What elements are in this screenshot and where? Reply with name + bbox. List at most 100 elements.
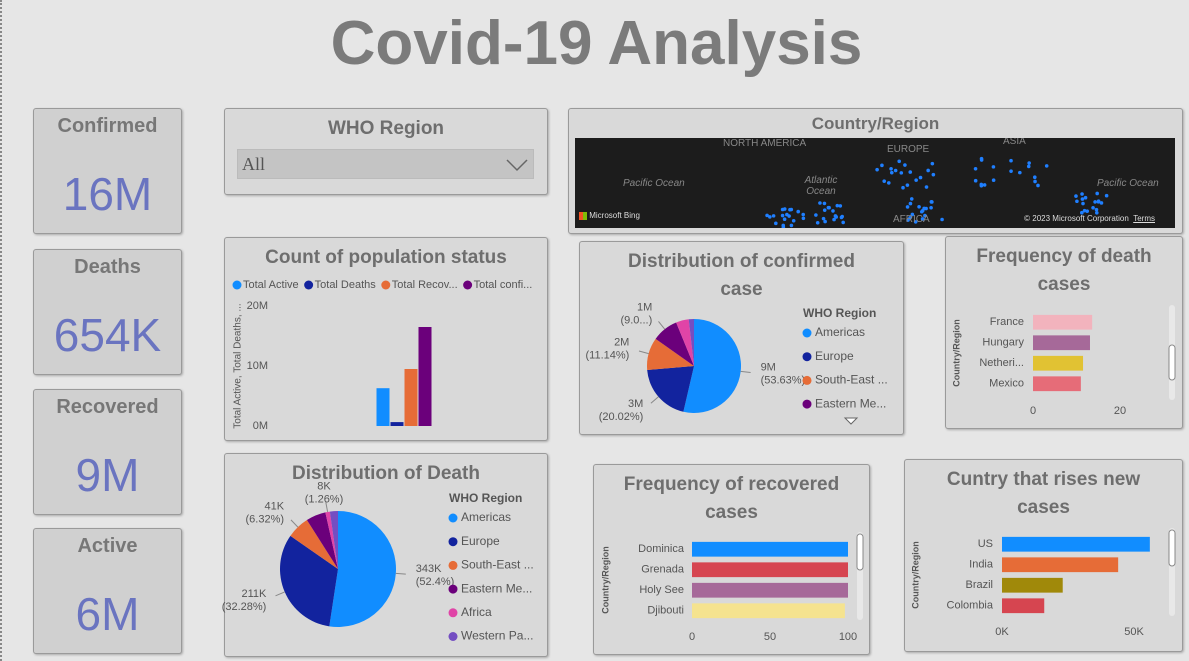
map-label: ASIA (1003, 138, 1026, 147)
map-dot (931, 172, 936, 177)
map-dot (1082, 208, 1087, 213)
map-dot (973, 166, 978, 171)
map-dot (801, 216, 806, 221)
kpi-value: 16M (62, 168, 153, 220)
map-dot (920, 217, 925, 221)
map-dot (917, 204, 921, 209)
map-dot (926, 168, 930, 173)
map-dot (827, 205, 831, 210)
map-dot (908, 201, 913, 206)
kpi-value: 9M (75, 449, 140, 501)
map-dot (979, 158, 984, 162)
kpi-label: Confirmed (57, 115, 158, 137)
map-panel: Country/Region NORTH AMERICA EUROPE ASIA… (568, 108, 1183, 234)
map-title: Country/Region (811, 114, 940, 133)
map[interactable]: NORTH AMERICA EUROPE ASIA Pacific Ocean … (575, 138, 1175, 228)
map-dot (814, 213, 818, 217)
map-dot (901, 185, 905, 190)
kpi-card: Deaths 654K (33, 249, 182, 375)
map-dot (1026, 164, 1031, 169)
map-dot (789, 223, 794, 228)
map-dot (841, 220, 845, 225)
kpi-value: 654K (53, 309, 162, 361)
map-dot (940, 217, 944, 222)
map-dot (780, 213, 785, 218)
map-dot (929, 200, 934, 204)
map-dot (1080, 210, 1084, 215)
map-dot (818, 201, 822, 205)
map-dot (889, 170, 894, 175)
map-dot (929, 205, 933, 210)
page-title: Covid-19 Analysis (330, 9, 863, 78)
map-dot (815, 221, 820, 225)
map-dots (765, 156, 1109, 228)
map-dot (1009, 169, 1013, 173)
map-label: Pacific Ocean (623, 178, 685, 189)
chart-panel: Count of population status (224, 237, 548, 441)
kpi-card: Recovered 9M (33, 389, 182, 515)
chart-panel: Frequency of death cases (945, 236, 1183, 429)
map-dot (771, 214, 776, 218)
chart-title: Frequency of recovered cases (623, 474, 840, 523)
dropdown-value: All (242, 154, 266, 174)
map-dot (991, 165, 996, 169)
map-dot (787, 214, 791, 218)
chart-title: Cuntry that rises new cases (946, 469, 1141, 518)
map-dot (889, 166, 893, 171)
map-label: Atlantic Ocean (804, 175, 838, 197)
map-dot (1095, 191, 1099, 196)
chart-panel: Distribution of confirmed case (579, 241, 904, 435)
map-dot (788, 207, 792, 212)
map-dot (899, 171, 904, 175)
chart-title: Distribution of confirmed case (628, 251, 855, 300)
map-dot (823, 219, 827, 224)
kpi-card: Confirmed 16M (33, 108, 182, 234)
map-dot (919, 209, 924, 214)
brand-text: Microsoft Bing (589, 211, 640, 220)
map-dot (897, 159, 902, 164)
map-label: AFRICA (893, 214, 930, 225)
map-dot (930, 161, 935, 166)
map-dot (893, 168, 898, 173)
map-dot (923, 213, 927, 218)
map-dot (924, 206, 928, 211)
map-dot (886, 181, 891, 185)
map-dot (909, 197, 914, 201)
chevron (506, 159, 528, 172)
slicer: WHO Region All (224, 108, 548, 195)
map-dot (1099, 201, 1104, 205)
map-dot (774, 221, 778, 226)
map-dot (839, 215, 844, 220)
map-dot (768, 215, 772, 219)
map-dot (1083, 195, 1088, 200)
map-dot (796, 209, 801, 214)
map-dot (1018, 170, 1022, 175)
map-dot (1085, 209, 1090, 213)
map-dot (1093, 200, 1097, 204)
map-dot (924, 185, 929, 189)
map-dot (1095, 210, 1099, 215)
dropdown[interactable]: All (237, 149, 534, 179)
map-label: EUROPE (887, 144, 930, 155)
map-dot (903, 163, 907, 167)
slicer-title: WHO Region (327, 118, 445, 139)
terms-link[interactable]: Terms (1133, 214, 1155, 223)
map-dot (973, 178, 978, 183)
map-brand: Microsoft Bing (579, 211, 640, 220)
kpi-label: Deaths (74, 256, 141, 278)
copyright-text: © 2023 Microsoft Corporation (1024, 214, 1129, 223)
map-dot (982, 183, 987, 187)
map-dot (791, 218, 796, 223)
map-dot (801, 212, 806, 217)
map-dot (906, 218, 910, 222)
map-dot (832, 217, 836, 222)
map-dot (1091, 205, 1095, 210)
map-dot (991, 178, 996, 182)
map-dot (781, 225, 786, 228)
map-dot (1036, 183, 1040, 188)
chart-title: Count of population status (265, 247, 507, 268)
map-label: NORTH AMERICA (723, 138, 807, 149)
map-dot (780, 207, 785, 212)
map-dot (1080, 197, 1085, 201)
